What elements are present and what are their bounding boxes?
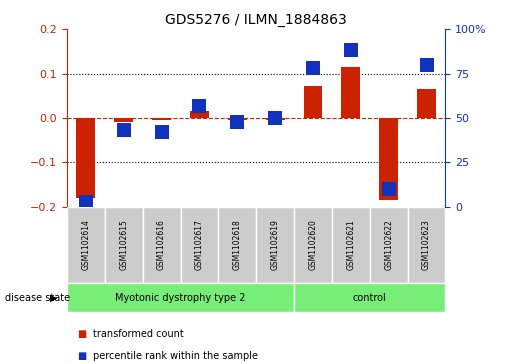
Point [422,62,431,68]
Bar [76,118,95,198]
Bar [190,111,209,118]
Bar [228,118,247,120]
Text: GSM1102622: GSM1102622 [384,220,393,270]
Title: GDS5276 / ILMN_1884863: GDS5276 / ILMN_1884863 [165,13,347,26]
Text: GSM1102621: GSM1102621 [347,220,355,270]
Text: GSM1102614: GSM1102614 [81,220,90,270]
Bar [294,283,445,312]
Text: GSM1102623: GSM1102623 [422,220,431,270]
Bar [341,67,360,118]
Bar [417,89,436,118]
Text: GSM1102618: GSM1102618 [233,220,242,270]
Bar [143,207,180,283]
Point [82,199,90,204]
Point [309,65,317,71]
Bar [152,118,171,120]
Point [271,115,279,121]
Point [195,103,203,109]
Text: GSM1102620: GSM1102620 [308,220,317,270]
Bar [67,207,105,283]
Bar [379,118,398,200]
Text: Myotonic dystrophy type 2: Myotonic dystrophy type 2 [115,293,246,303]
Bar [294,207,332,283]
Text: GSM1102615: GSM1102615 [119,220,128,270]
Bar [303,86,322,118]
Bar [256,207,294,283]
Text: GSM1102617: GSM1102617 [195,220,204,270]
Point [119,127,128,133]
Point [158,129,166,135]
Bar [332,207,370,283]
Bar [105,207,143,283]
Text: GSM1102616: GSM1102616 [157,220,166,270]
Text: control: control [353,293,387,303]
Bar [408,207,445,283]
Bar [266,118,285,120]
Text: GSM1102619: GSM1102619 [271,220,280,270]
Bar [218,207,256,283]
Text: disease state: disease state [5,293,70,303]
Bar [67,283,294,312]
Point [233,119,242,125]
Bar [370,207,408,283]
Point [385,186,393,192]
Text: transformed count: transformed count [93,329,183,339]
Text: ▶: ▶ [50,293,58,303]
Bar [181,207,218,283]
Point [347,48,355,53]
Bar [114,118,133,122]
Text: ■: ■ [77,351,87,361]
Text: ■: ■ [77,329,87,339]
Text: percentile rank within the sample: percentile rank within the sample [93,351,258,361]
